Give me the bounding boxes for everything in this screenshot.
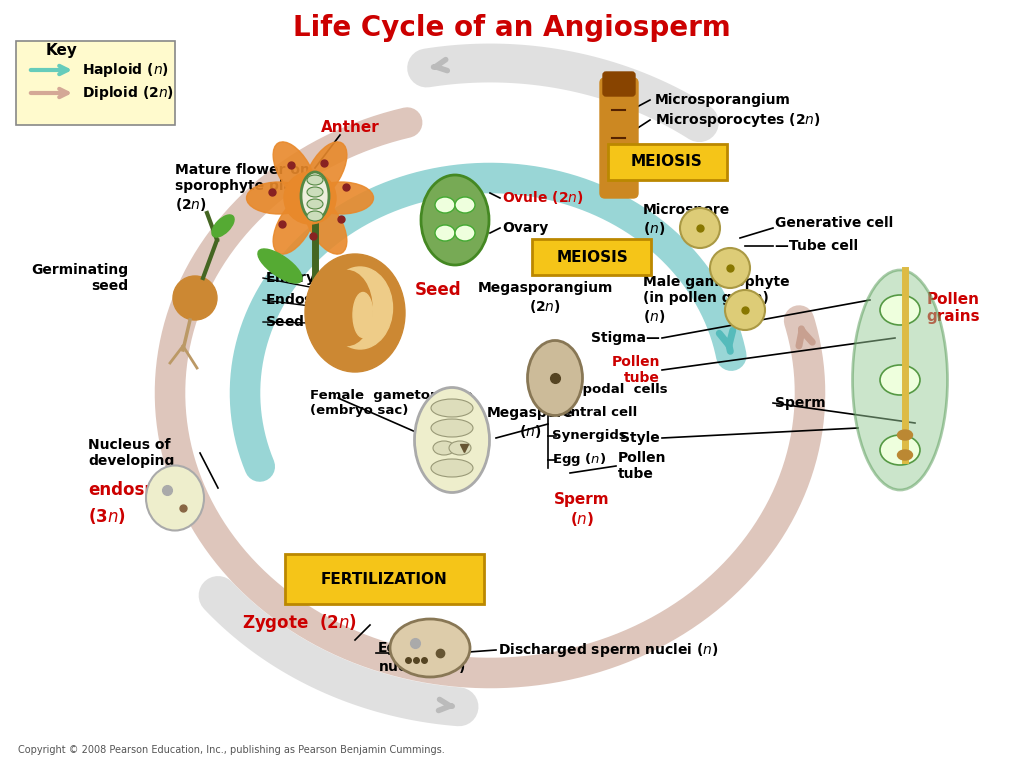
Ellipse shape [212, 215, 234, 237]
Ellipse shape [415, 388, 489, 492]
Text: (3$n$): (3$n$) [88, 506, 126, 526]
Ellipse shape [435, 225, 455, 241]
Text: Pollen
grains: Pollen grains [927, 292, 980, 324]
Text: Ovule (2$n$): Ovule (2$n$) [502, 190, 584, 207]
Ellipse shape [390, 619, 470, 677]
Ellipse shape [307, 175, 323, 185]
Text: Antipodal  cells: Antipodal cells [552, 383, 668, 396]
Ellipse shape [433, 441, 455, 455]
Text: Seed: Seed [415, 281, 462, 299]
Ellipse shape [325, 264, 371, 296]
Text: Microspore
($n$): Microspore ($n$) [643, 204, 730, 237]
FancyBboxPatch shape [285, 554, 484, 604]
Ellipse shape [897, 450, 912, 460]
Text: Megaspore
($n$): Megaspore ($n$) [486, 406, 573, 440]
Text: Life Cycle of an Angiosperm: Life Cycle of an Angiosperm [293, 14, 731, 42]
Text: Germinating
seed: Germinating seed [31, 263, 128, 293]
Text: —Tube cell: —Tube cell [775, 239, 858, 253]
Text: Style: Style [621, 431, 660, 445]
Text: Egg
nucleus ($n$): Egg nucleus ($n$) [378, 641, 465, 675]
Circle shape [725, 290, 765, 330]
Text: Mature flower on
sporophyte plant
(2$n$): Mature flower on sporophyte plant (2$n$) [175, 163, 310, 213]
Ellipse shape [853, 270, 947, 490]
FancyBboxPatch shape [532, 239, 651, 275]
Text: Zygote  (2$n$): Zygote (2$n$) [242, 612, 356, 634]
Text: Key: Key [46, 42, 78, 58]
Ellipse shape [880, 365, 920, 395]
Ellipse shape [880, 295, 920, 325]
Text: Microsporocytes (2$n$): Microsporocytes (2$n$) [655, 111, 820, 129]
Text: Megasporangium
(2$n$): Megasporangium (2$n$) [477, 281, 612, 315]
Ellipse shape [527, 340, 583, 415]
Ellipse shape [307, 199, 323, 209]
FancyBboxPatch shape [603, 72, 635, 96]
Text: Stigma—: Stigma— [591, 331, 660, 345]
Text: Ovary: Ovary [502, 221, 548, 235]
Text: endosperm: endosperm [88, 481, 194, 499]
Ellipse shape [304, 196, 347, 254]
Text: Anther: Anther [321, 121, 379, 135]
Ellipse shape [308, 182, 374, 214]
Text: Egg ($n$): Egg ($n$) [552, 452, 606, 468]
Text: Male gametophyte
(in pollen grain)
($n$): Male gametophyte (in pollen grain) ($n$) [643, 275, 790, 325]
Text: MEIOSIS: MEIOSIS [631, 154, 702, 170]
Ellipse shape [273, 142, 315, 200]
Text: Diploid (2$n$): Diploid (2$n$) [82, 84, 174, 102]
Ellipse shape [435, 197, 455, 213]
Ellipse shape [421, 175, 489, 265]
Text: Discharged sperm nuclei ($n$): Discharged sperm nuclei ($n$) [498, 641, 719, 659]
FancyBboxPatch shape [16, 41, 175, 125]
Ellipse shape [431, 419, 473, 437]
Text: Microsporangium: Microsporangium [655, 93, 791, 107]
Ellipse shape [880, 435, 920, 465]
Ellipse shape [307, 211, 323, 221]
Text: Female  gametophyte
(embryo sac): Female gametophyte (embryo sac) [310, 389, 473, 417]
Ellipse shape [353, 293, 373, 337]
Ellipse shape [301, 172, 329, 220]
Ellipse shape [449, 441, 471, 455]
Circle shape [173, 276, 217, 320]
Ellipse shape [431, 459, 473, 477]
Text: Generative cell: Generative cell [775, 216, 893, 230]
Text: Copyright © 2008 Pearson Education, Inc., publishing as Pearson Benjamin Cumming: Copyright © 2008 Pearson Education, Inc.… [18, 745, 444, 755]
Circle shape [710, 248, 750, 288]
Circle shape [680, 208, 720, 248]
Ellipse shape [897, 430, 912, 440]
Ellipse shape [305, 254, 406, 372]
Ellipse shape [258, 249, 302, 283]
Text: Pollen
tube: Pollen tube [618, 451, 667, 481]
Ellipse shape [247, 182, 311, 214]
Ellipse shape [328, 267, 392, 349]
Ellipse shape [431, 399, 473, 417]
Text: Embryo (2$n$): Embryo (2$n$) [265, 269, 361, 287]
Ellipse shape [273, 196, 315, 254]
Ellipse shape [146, 465, 204, 531]
Text: Seed coat (2$n$): Seed coat (2$n$) [265, 313, 379, 330]
Text: Haploid ($n$): Haploid ($n$) [82, 61, 169, 79]
Ellipse shape [455, 225, 475, 241]
Text: Sperm
($n$): Sperm ($n$) [554, 492, 610, 528]
Text: Nucleus of
developing: Nucleus of developing [88, 438, 174, 468]
Text: Synergids: Synergids [552, 429, 627, 442]
Ellipse shape [304, 142, 347, 200]
Ellipse shape [455, 197, 475, 213]
Circle shape [284, 172, 336, 224]
FancyBboxPatch shape [600, 78, 638, 198]
Text: MEIOSIS: MEIOSIS [556, 250, 628, 264]
Text: Endosperm (3$n$): Endosperm (3$n$) [265, 291, 389, 309]
Text: FERTILIZATION: FERTILIZATION [321, 572, 447, 588]
FancyBboxPatch shape [608, 144, 727, 180]
Text: Central cell: Central cell [552, 406, 637, 419]
Text: Pollen
tube: Pollen tube [611, 355, 660, 385]
Ellipse shape [322, 270, 372, 346]
Text: Sperm: Sperm [775, 396, 825, 410]
Ellipse shape [307, 187, 323, 197]
